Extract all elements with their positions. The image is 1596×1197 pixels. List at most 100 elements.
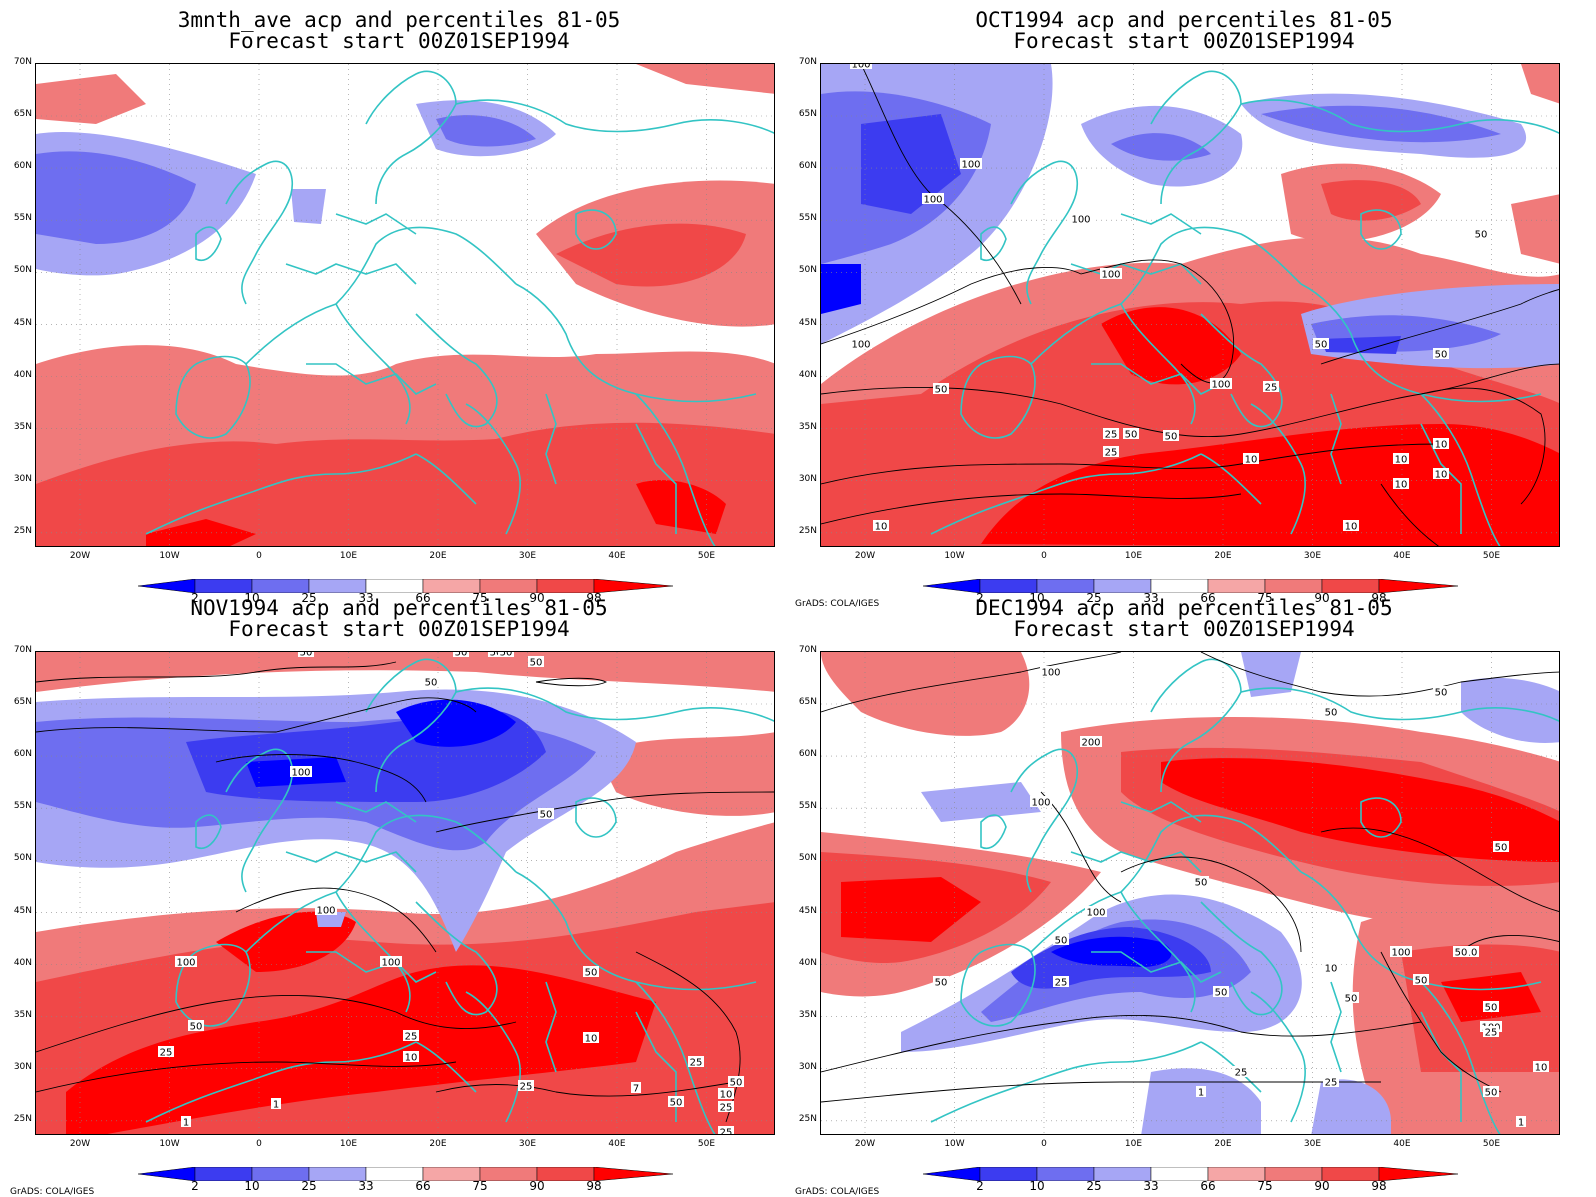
lat-tick-label: 50N [798, 853, 817, 864]
map-panel-1: 3mnth_ave acp and percentiles 81-05 Forec… [0, 0, 798, 604]
lon-tick-label: 30E [518, 551, 537, 561]
credit-text: GrADS: COLA/IGES [10, 1187, 95, 1197]
colorbar-max-arrow [1378, 578, 1459, 594]
contour-label-bg [1040, 666, 1062, 677]
coastline [1300, 871, 1542, 991]
contour-label-bg [1533, 1061, 1549, 1072]
coastline [635, 981, 716, 1134]
lon-tick-label: 50E [697, 551, 716, 561]
lat-tick-label: 55N [798, 213, 817, 224]
precip-contour [36, 661, 397, 683]
contour-label-bg [453, 652, 469, 657]
percentile-shading [1241, 652, 1301, 697]
contour-label: 100 [1391, 948, 1410, 959]
lon-tick-label: 0 [1041, 551, 1047, 561]
colorbar-label: 2 [191, 1179, 199, 1193]
coastline [575, 797, 617, 838]
lon-tick-label: 20W [69, 1139, 91, 1149]
contour-label: 50 [1485, 1088, 1498, 1099]
contour-label: 25 [690, 1058, 703, 1069]
contour-label-bg [1393, 478, 1409, 489]
contour-label-bg [290, 766, 312, 777]
coastline [415, 901, 498, 1016]
coastline [145, 453, 417, 535]
contour-label-bg [718, 1126, 734, 1134]
contour-label: 100 [1211, 380, 1230, 391]
precip-contour [1380, 951, 1502, 1093]
contour-label: 50 [670, 1098, 683, 1109]
precip-contour [435, 791, 774, 833]
contour-label-bg [1053, 934, 1069, 945]
coastline [245, 814, 517, 953]
percentile-shading [821, 264, 861, 314]
lon-tick-label: 40E [1393, 1139, 1411, 1149]
colorbar-max-arrow [1378, 1166, 1459, 1182]
coastline [1120, 213, 1202, 235]
contour-label-bg [1473, 228, 1489, 239]
precip-contour [821, 652, 1122, 713]
colorbar-label: 33 [358, 591, 374, 605]
contour-label: 25 [1485, 1028, 1498, 1039]
percentile-shading [556, 223, 746, 287]
precip-contour [821, 1014, 1422, 1073]
coastline [1030, 226, 1302, 365]
contour-label-bg [933, 976, 949, 987]
map-area [35, 63, 775, 547]
percentile-shading [1141, 1068, 1261, 1134]
contour-label-bg [1413, 974, 1429, 985]
contour-label-bg [1123, 428, 1139, 439]
contour-label: 50 [1345, 994, 1358, 1005]
coastline [1200, 901, 1283, 1016]
colorbar-label: 75 [472, 1179, 488, 1193]
colorbar-label: 10 [244, 1179, 260, 1193]
lat-tick-label: 35N [798, 421, 817, 432]
colorbar-label: 98 [1371, 1179, 1387, 1193]
contour-label: 100 [961, 160, 980, 171]
lon-tick-label: 30E [1303, 1139, 1322, 1149]
contour-label-bg [1196, 1086, 1206, 1097]
coastline [1200, 453, 1262, 505]
colorbar-svg [137, 1166, 674, 1182]
contour-label: 10 [585, 1034, 598, 1045]
colorbar-min-arrow [137, 1166, 196, 1182]
contour-label-bg [403, 1030, 419, 1041]
contour-label: 25 [520, 1082, 533, 1093]
precip-contour [1420, 387, 1546, 505]
contour-label: 25 [160, 1048, 173, 1059]
contour-label: 25 [1265, 383, 1278, 394]
contour-label: 10 [720, 1090, 733, 1101]
contour-label: 50 [1475, 230, 1488, 241]
coastline [1070, 263, 1202, 285]
coastline [515, 871, 757, 991]
contour-label: 25 [720, 1103, 733, 1114]
panel-subtitle: Forecast start 00Z01SEP1994 [228, 29, 570, 53]
lat-tick-label: 50N [13, 265, 32, 276]
lat-tick-label: 55N [13, 801, 32, 812]
coastline [455, 687, 774, 722]
contour-label: 50 [1455, 948, 1468, 959]
contour-label-bg [1483, 1086, 1499, 1097]
precip-contour [1320, 289, 1559, 365]
contour-label-bg [1233, 1066, 1249, 1077]
precip-contour [1040, 791, 1122, 903]
contour-label: 50 [1495, 843, 1508, 854]
contour-label: 50 [1435, 350, 1448, 361]
lon-tick-label: 10W [159, 551, 180, 561]
coastline [1360, 209, 1402, 250]
colorbar-label: 33 [1143, 591, 1159, 605]
lat-tick-label: 30N [798, 473, 817, 484]
map-panel-3: NOV1994 acp and percentiles 81-05 Forecas… [0, 588, 798, 1197]
lat-tick-label: 25N [13, 1113, 32, 1124]
coastline [1091, 951, 1222, 983]
contour-label-bg [1483, 1001, 1499, 1012]
lat-tick-label: 65N [13, 109, 32, 120]
contour-label: 100 [1031, 798, 1050, 809]
coastline [306, 363, 437, 395]
contour-label-bg [1323, 962, 1339, 973]
coastline [1240, 99, 1559, 134]
lat-tick-label: 70N [13, 645, 32, 655]
contour-label-bg [850, 64, 872, 69]
credit-text: GrADS: COLA/IGES [795, 1187, 880, 1197]
precip-contour [1380, 483, 1440, 546]
lon-tick-label: 20E [429, 1139, 447, 1149]
